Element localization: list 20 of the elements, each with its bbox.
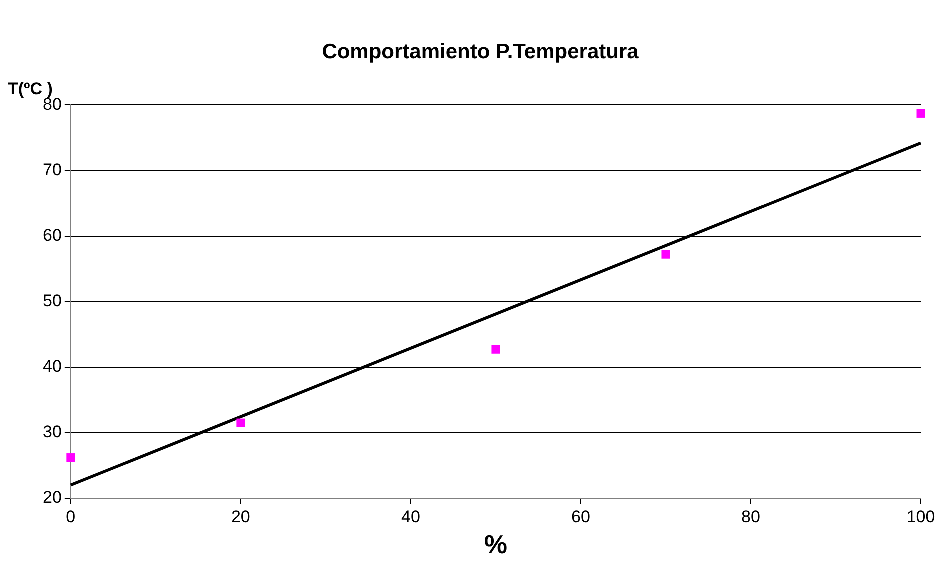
chart-title: Comportamiento P.Temperatura: [322, 40, 640, 64]
x-tick-label: 100: [906, 507, 936, 526]
x-tick-label: 80: [742, 507, 760, 526]
y-tick-label: 30: [42, 422, 62, 442]
x-axis-title: %: [484, 530, 508, 560]
y-tick-label: 70: [42, 160, 62, 180]
point: [66, 454, 76, 462]
x-tick-label: 0: [66, 507, 76, 526]
point: [916, 109, 926, 118]
x-tick-label: 40: [401, 507, 420, 526]
y-tick-label: 40: [42, 357, 62, 376]
y-tick-label: 20: [42, 488, 62, 508]
point: [492, 345, 500, 354]
point: [662, 250, 670, 259]
y-tick-label: 50: [42, 291, 62, 310]
y-axis-title: T(ºC ): [8, 80, 53, 99]
x-tick-label: 60: [572, 507, 590, 526]
x-tick-label: 20: [231, 507, 250, 526]
point: [236, 418, 246, 428]
y-tick-label: 60: [42, 226, 62, 245]
